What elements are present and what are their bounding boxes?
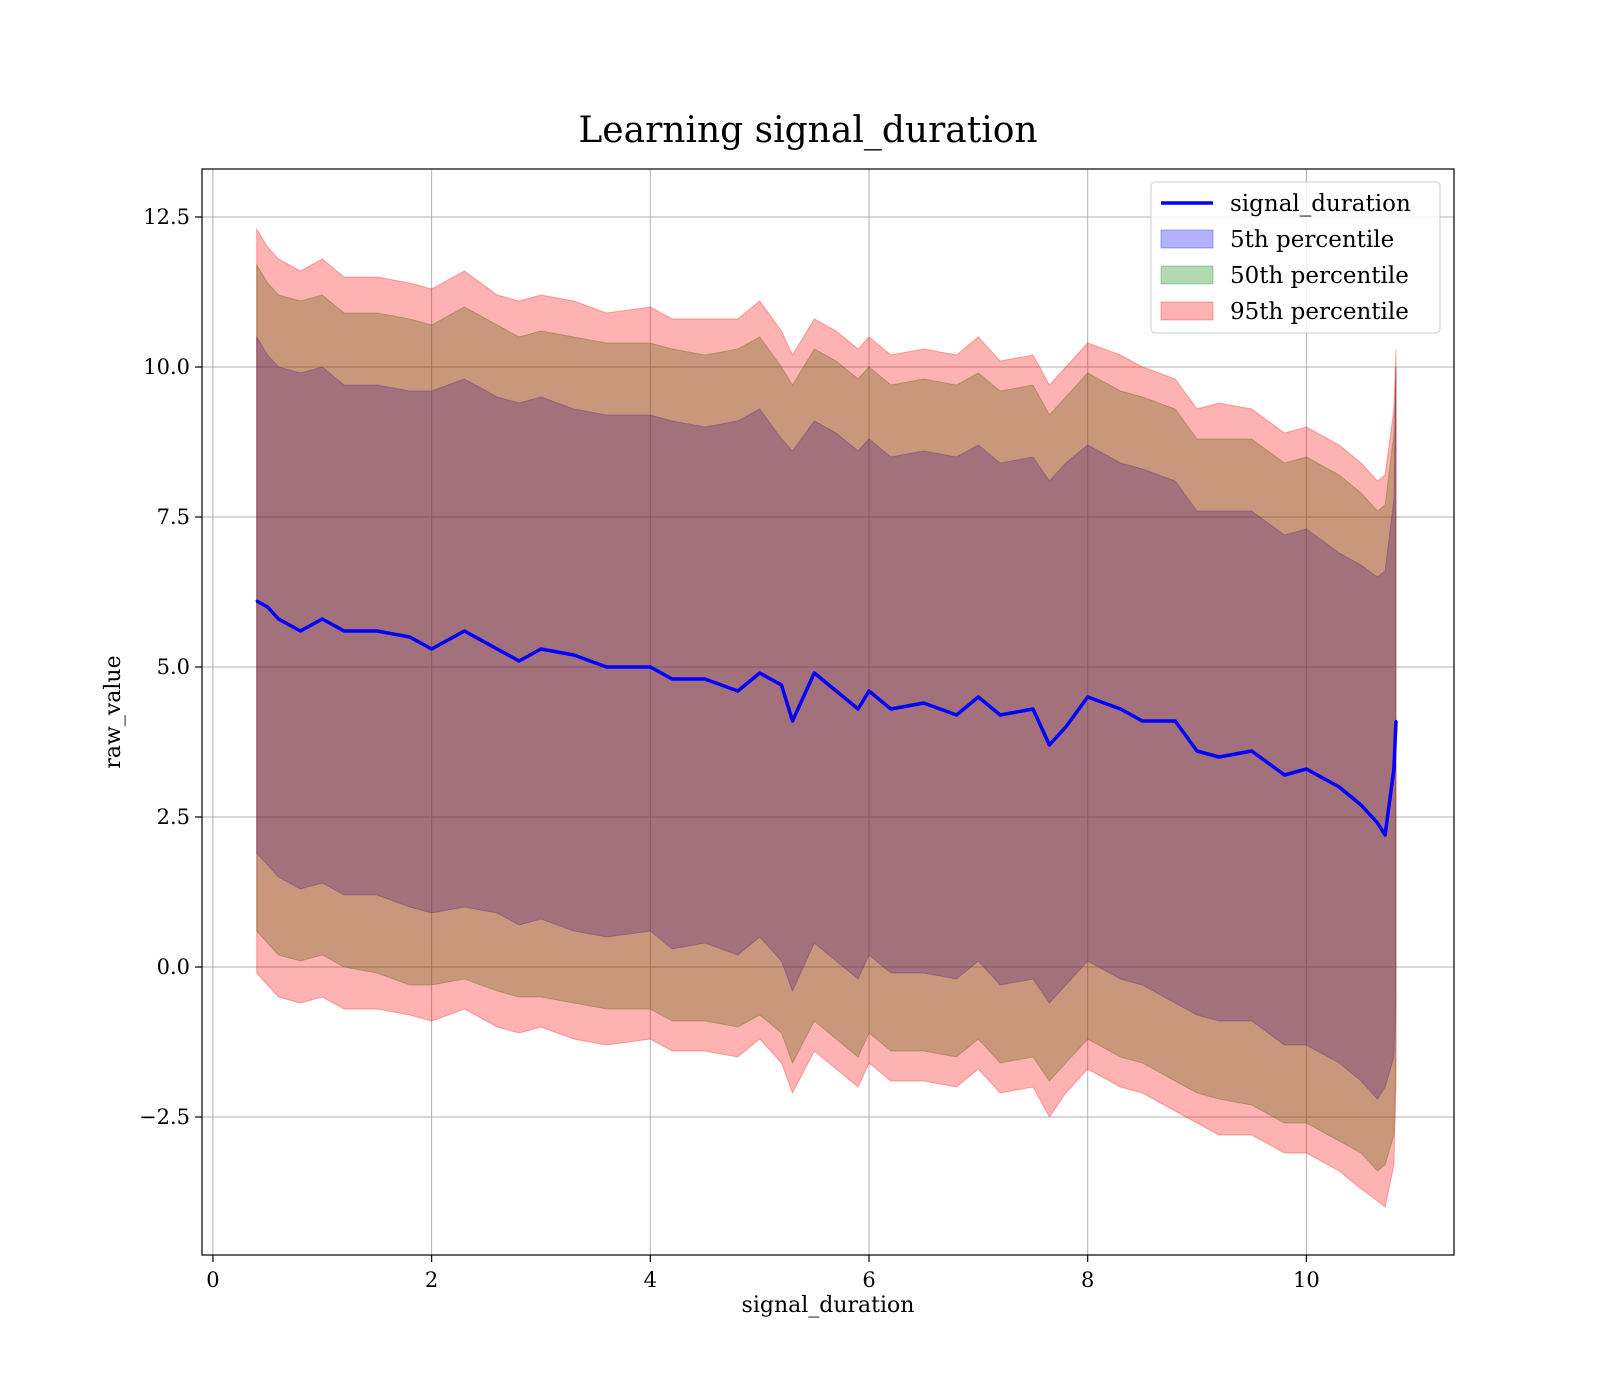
x-tick-label: 2 [425, 1268, 438, 1292]
x-axis-label: signal_duration [742, 1293, 915, 1318]
legend-label: 5th percentile [1230, 227, 1394, 253]
data-point [539, 647, 543, 651]
data-point [813, 671, 816, 675]
data-point [922, 701, 925, 705]
data-point [408, 635, 411, 639]
data-point [572, 653, 575, 657]
data-point [1283, 773, 1286, 777]
data-point [1383, 833, 1387, 837]
x-tick-label: 0 [206, 1268, 219, 1292]
y-tick-label: 7.5 [157, 505, 190, 529]
band-95th-percentile [256, 227, 1397, 1208]
x-tick-label: 10 [1293, 1268, 1320, 1292]
data-point [266, 605, 269, 609]
y-tick-label: 10.0 [143, 355, 190, 379]
data-point [342, 629, 346, 633]
data-point [856, 707, 860, 711]
y-axis-ticks: −2.5 0.0 2.5 5.0 7.5 10.0 12.5 [139, 205, 202, 1129]
data-point [955, 713, 958, 717]
y-tick-label: 12.5 [143, 205, 190, 229]
data-point [1217, 755, 1221, 759]
legend-box [1150, 181, 1441, 334]
data-point [867, 689, 871, 693]
x-tick-label: 6 [862, 1268, 875, 1292]
data-point [1305, 767, 1308, 771]
data-point [1250, 749, 1253, 753]
data-point [1031, 707, 1035, 711]
data-point [835, 689, 838, 693]
data-point [1173, 719, 1177, 723]
data-point [605, 665, 608, 669]
data-point [255, 599, 258, 603]
data-point [321, 617, 324, 621]
y-tick-label: 0.0 [157, 955, 190, 979]
band-50th-percentile [256, 263, 1397, 1172]
data-point [758, 671, 761, 675]
data-point [1064, 725, 1068, 729]
data-point [780, 683, 783, 687]
legend: signal_duration 5th percentile 50th percen… [1150, 181, 1441, 334]
legend-swatch-patch [1160, 229, 1214, 249]
percentile-bands [256, 227, 1397, 1208]
data-point [649, 665, 652, 669]
y-tick-label: 5.0 [157, 655, 190, 679]
data-point [517, 659, 521, 663]
x-tick-label: 4 [644, 1268, 657, 1292]
legend-swatch-patch [1160, 265, 1214, 285]
band-5th-percentile [256, 335, 1397, 1100]
y-tick-label: −2.5 [139, 1105, 190, 1129]
legend-label: 50th percentile [1230, 263, 1409, 289]
data-point [299, 629, 302, 633]
y-axis-label: raw_value [101, 655, 126, 768]
data-point [791, 719, 794, 723]
legend-swatch-patch [1160, 301, 1214, 321]
data-point [1086, 695, 1089, 699]
data-point [375, 629, 379, 633]
legend-label: 95th percentile [1230, 299, 1409, 325]
signal-line-layer [255, 599, 1398, 837]
data-point [1195, 749, 1199, 753]
chart-title: Learning signal_duration [578, 110, 1037, 151]
data-point [1392, 767, 1396, 771]
data-point [1394, 719, 1398, 723]
data-point [496, 647, 499, 651]
y-tick-label: 2.5 [157, 805, 190, 829]
data-point [277, 617, 280, 621]
data-point [1337, 785, 1341, 789]
legend-label: signal_duration [1230, 191, 1411, 217]
data-point [1376, 821, 1379, 825]
data-point [1119, 707, 1122, 711]
x-axis-ticks: 0 2 4 6 8 10 [206, 1255, 1320, 1292]
data-point [736, 689, 739, 693]
data-point [463, 629, 466, 633]
data-point [1048, 743, 1051, 747]
data-point [703, 677, 707, 681]
x-tick-label: 8 [1081, 1268, 1094, 1292]
data-point [999, 713, 1002, 717]
data-point [670, 677, 674, 681]
data-point [1359, 803, 1363, 807]
data-point [889, 707, 893, 711]
data-point [430, 647, 433, 651]
plot-frame [201, 168, 1455, 1256]
data-point [977, 695, 980, 699]
data-point [1141, 719, 1144, 723]
